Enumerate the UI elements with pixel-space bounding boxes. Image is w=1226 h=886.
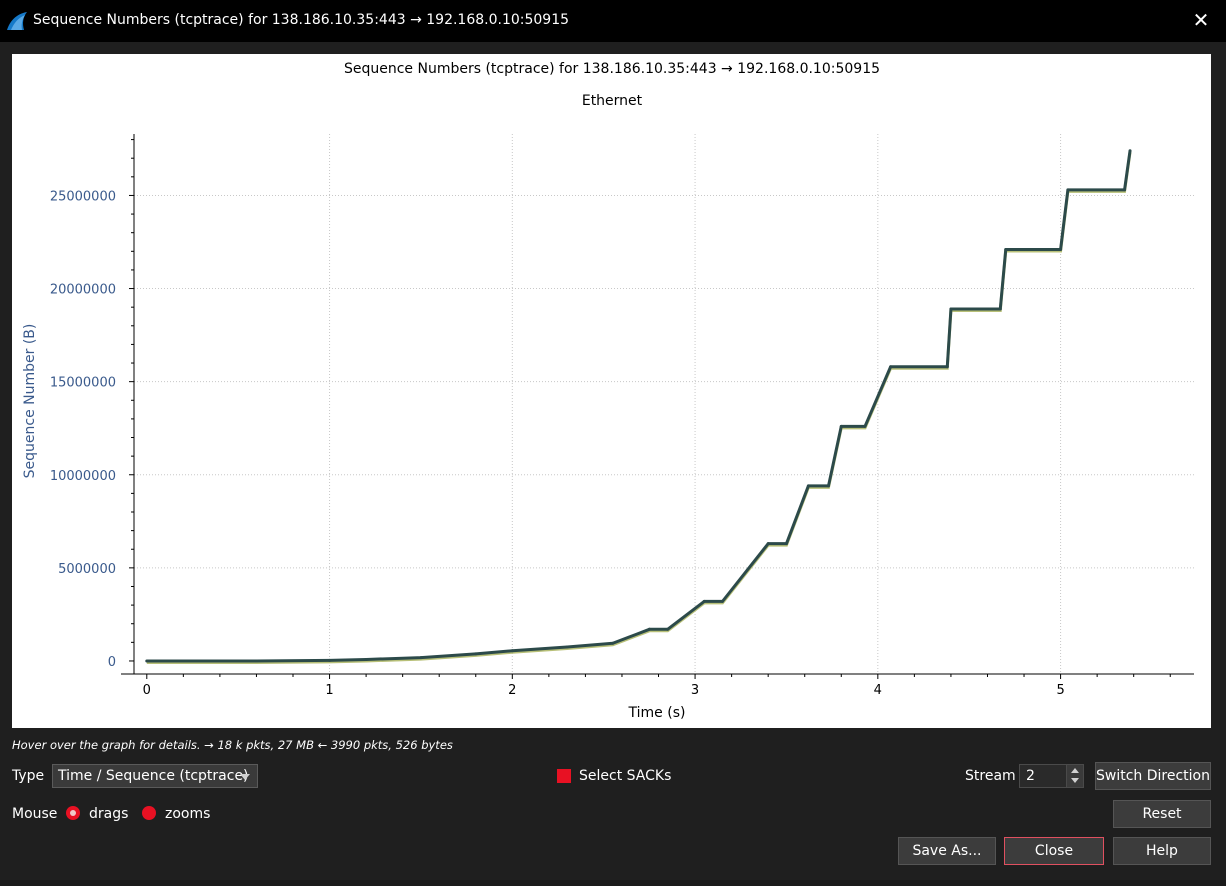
data-point bbox=[1123, 188, 1127, 192]
chart-grid bbox=[134, 134, 1194, 674]
select-sacks-label[interactable]: Select SACKs bbox=[579, 768, 672, 784]
data-point bbox=[1059, 247, 1063, 251]
mouse-label: Mouse bbox=[12, 806, 58, 822]
data-point bbox=[364, 657, 368, 661]
zooms-label[interactable]: zooms bbox=[165, 806, 211, 822]
stream-value: 2 bbox=[1026, 768, 1035, 784]
data-point bbox=[1128, 149, 1132, 153]
data-point bbox=[998, 307, 1002, 311]
data-point bbox=[863, 424, 867, 428]
chart-subtitle: Ethernet bbox=[582, 93, 643, 109]
select-sacks-checkbox[interactable] bbox=[557, 769, 571, 783]
data-point bbox=[839, 424, 843, 428]
y-tick-label: 20000000 bbox=[50, 283, 116, 298]
data-point bbox=[766, 542, 770, 546]
close-icon[interactable]: ✕ bbox=[1192, 8, 1210, 32]
data-point bbox=[784, 542, 788, 546]
chevron-down-icon bbox=[240, 774, 250, 780]
y-tick-label: 15000000 bbox=[50, 376, 116, 391]
data-point bbox=[565, 645, 569, 649]
ack-line bbox=[146, 152, 1132, 664]
x-tick-label: 1 bbox=[325, 683, 333, 698]
data-point bbox=[1066, 188, 1070, 192]
close-button[interactable]: Close bbox=[1004, 837, 1104, 865]
chevron-down-icon[interactable] bbox=[1071, 778, 1079, 783]
chevron-up-icon[interactable] bbox=[1071, 768, 1079, 773]
data-point bbox=[826, 484, 830, 488]
y-tick-label: 5000000 bbox=[58, 562, 116, 577]
data-point bbox=[1004, 247, 1008, 251]
sequence-chart[interactable]: Sequence Numbers (tcptrace) for 138.186.… bbox=[12, 54, 1211, 728]
data-point bbox=[510, 649, 514, 653]
title-bar: Sequence Numbers (tcptrace) for 138.186.… bbox=[0, 0, 1226, 42]
data-point bbox=[945, 365, 949, 369]
stream-label: Stream bbox=[965, 768, 1016, 784]
spin-buttons[interactable] bbox=[1066, 765, 1083, 787]
y-axis-ticks: 0 5000000 10000000 15000000 20000000 25000000 bbox=[50, 139, 134, 670]
data-point bbox=[647, 627, 651, 631]
x-tick-label: 4 bbox=[874, 683, 882, 698]
sequence-series-line bbox=[146, 150, 1132, 663]
x-tick-label: 0 bbox=[143, 683, 151, 698]
data-point bbox=[666, 627, 670, 631]
data-point bbox=[611, 641, 615, 645]
save-as-button[interactable]: Save As... bbox=[898, 837, 996, 865]
data-point bbox=[949, 307, 953, 311]
status-hint: Hover over the graph for details. → 18 k… bbox=[12, 738, 453, 752]
chart-title: Sequence Numbers (tcptrace) for 138.186.… bbox=[344, 61, 880, 77]
data-point bbox=[419, 656, 423, 660]
data-point bbox=[720, 599, 724, 603]
wireshark-fin-icon bbox=[7, 12, 27, 30]
y-tick-label: 0 bbox=[108, 655, 116, 670]
data-point bbox=[702, 599, 706, 603]
switch-direction-button[interactable]: Switch Direction bbox=[1095, 762, 1211, 790]
data-point bbox=[806, 484, 810, 488]
graph-type-value: Time / Sequence (tcptrace) bbox=[58, 768, 249, 784]
type-label: Type bbox=[12, 768, 45, 784]
x-axis-label: Time (s) bbox=[628, 705, 686, 721]
data-point bbox=[474, 652, 478, 656]
data-point bbox=[328, 658, 332, 662]
y-tick-label: 10000000 bbox=[50, 469, 116, 484]
x-tick-label: 5 bbox=[1056, 683, 1064, 698]
zooms-radio[interactable] bbox=[142, 806, 156, 820]
y-tick-label: 25000000 bbox=[50, 189, 116, 204]
drags-radio[interactable] bbox=[66, 806, 80, 820]
drags-label[interactable]: drags bbox=[89, 806, 129, 822]
data-point bbox=[254, 659, 258, 663]
x-tick-label: 3 bbox=[691, 683, 699, 698]
data-point bbox=[145, 659, 149, 663]
x-axis-ticks: 0 1 2 3 4 5 bbox=[143, 674, 1171, 698]
data-point bbox=[889, 365, 893, 369]
graph-panel[interactable]: Sequence Numbers (tcptrace) for 138.186.… bbox=[12, 54, 1211, 728]
data-series bbox=[145, 149, 1132, 664]
bottom-edge bbox=[0, 880, 1226, 886]
window-title: Sequence Numbers (tcptrace) for 138.186.… bbox=[33, 12, 570, 28]
x-tick-label: 2 bbox=[508, 683, 516, 698]
y-axis-label: Sequence Number (B) bbox=[22, 324, 38, 479]
help-button[interactable]: Help bbox=[1113, 837, 1211, 865]
reset-button[interactable]: Reset bbox=[1113, 800, 1211, 828]
stream-spinbox[interactable]: 2 bbox=[1019, 764, 1084, 788]
graph-type-dropdown[interactable]: Time / Sequence (tcptrace) bbox=[52, 764, 258, 788]
